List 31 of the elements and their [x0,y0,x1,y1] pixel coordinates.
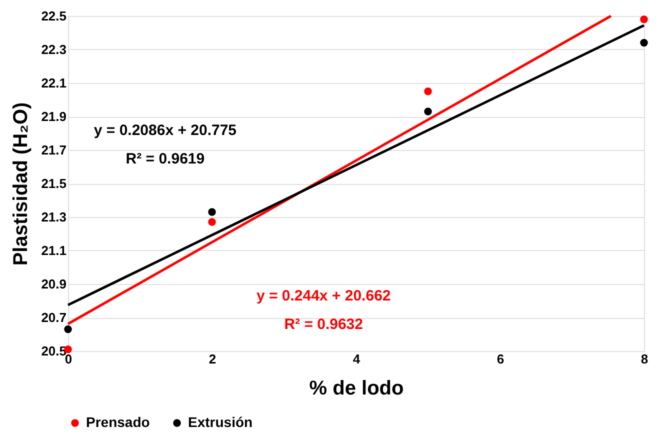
y-tick-label: 20.7 [41,310,66,325]
y-axis-title: Plastisidad (H₂O) [10,102,32,266]
y-tick-label: 22.1 [41,76,66,90]
y-tick-label: 21.3 [41,210,66,224]
y-tick-label: 21.9 [41,109,66,124]
y-tick-label: 21.5 [41,176,66,191]
x-tick-label: 6 [496,352,504,366]
x-tick-label: 0 [64,352,72,366]
x-axis-title: % de lodo [309,378,404,400]
annotation: R² = 0.9619 [126,150,205,168]
point [208,218,216,226]
annotation: R² = 0.9632 [284,316,364,334]
point [64,325,72,334]
x-tick-label: 2 [208,352,216,366]
legend-label: Prensado [86,414,150,430]
y-tick-label: 21.7 [41,142,66,158]
y-tick-label: 21.1 [41,243,66,258]
point [208,208,216,216]
point [424,108,432,116]
annotation: y = 0.244x + 20.662 [256,288,391,305]
point [640,38,648,47]
x-tick-label: 8 [640,352,648,366]
annotation: y = 0.2086x + 20.775 [94,122,237,139]
legend-label: Extrusión [188,414,253,430]
point [424,88,432,96]
y-tick-label: 20.5 [41,344,66,358]
y-tick-label: 22.5 [41,8,66,24]
y-tick-label: 22.3 [41,42,66,57]
x-tick-label: 4 [352,352,361,366]
point [640,15,648,24]
y-tick-label: 20.9 [41,276,66,292]
